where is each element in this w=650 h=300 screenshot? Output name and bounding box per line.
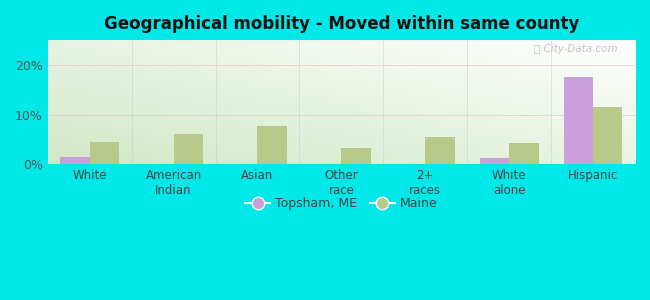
Bar	[425, 137, 454, 164]
Bar	[509, 143, 538, 164]
Text: ⓘ City-Data.com: ⓘ City-Data.com	[534, 44, 618, 54]
Bar	[90, 142, 119, 164]
Bar	[257, 125, 287, 164]
Title: Geographical mobility - Moved within same county: Geographical mobility - Moved within sam…	[104, 15, 579, 33]
Bar	[593, 107, 623, 164]
Bar	[480, 158, 509, 164]
Legend: Topsham, ME, Maine: Topsham, ME, Maine	[245, 197, 437, 210]
Bar	[174, 134, 203, 164]
Bar	[564, 77, 593, 164]
Bar	[60, 157, 90, 164]
Bar	[341, 148, 370, 164]
